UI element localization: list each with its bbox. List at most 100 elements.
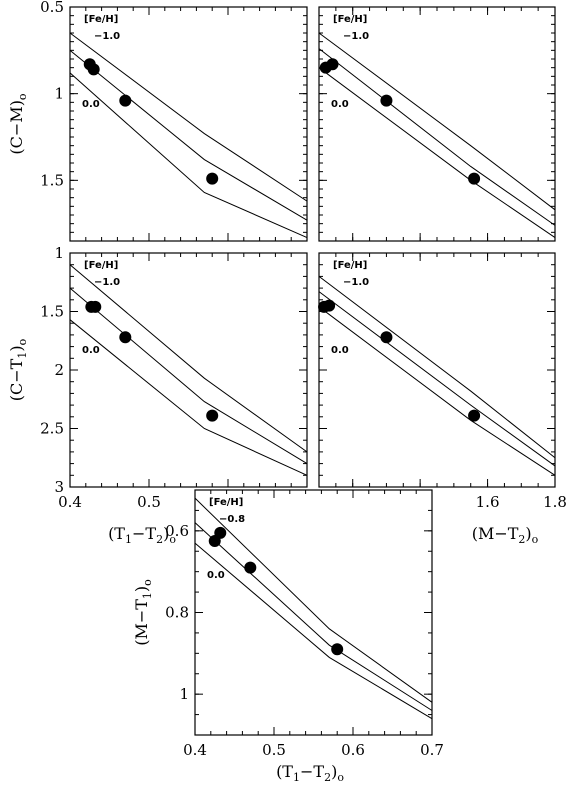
data-point bbox=[119, 94, 132, 107]
data-point bbox=[331, 643, 344, 656]
isochrone-label: −1.0 bbox=[343, 31, 369, 42]
isochrone-line bbox=[69, 264, 308, 453]
isochrone-line bbox=[194, 522, 433, 711]
y-axis-label-tail: ) bbox=[132, 586, 151, 592]
y-axis-label: (M−T1)o bbox=[132, 579, 154, 646]
y-axis-label-tail: ) bbox=[7, 345, 26, 351]
x-axis-label-mid: −T bbox=[132, 524, 156, 543]
data-point bbox=[119, 331, 132, 344]
x-axis-label-sub: 1 bbox=[293, 771, 300, 784]
y-tick-label: 1 bbox=[54, 85, 64, 103]
x-tick-label: 0.5 bbox=[262, 741, 286, 759]
x-axis-label-sub: 2 bbox=[156, 533, 163, 546]
panel-frame bbox=[69, 252, 308, 488]
panel-middle-right: 1.6 1.8 [Fe/H] −1.0 0.0 (M−T2)o bbox=[318, 252, 567, 546]
x-axis-label-sub: o bbox=[532, 533, 539, 546]
feh-header-label: [Fe/H] bbox=[333, 14, 367, 25]
x-axis-label-sub: 1 bbox=[125, 533, 132, 546]
data-point bbox=[468, 409, 481, 422]
isochrone-line bbox=[69, 72, 308, 238]
isochrone-line bbox=[69, 287, 308, 465]
isochrone-label: −1.0 bbox=[343, 277, 369, 288]
x-tick-label: 0.6 bbox=[341, 741, 365, 759]
y-tick-label: 2.5 bbox=[40, 420, 64, 438]
isochrone-label: 0.0 bbox=[82, 99, 100, 110]
y-axis-label-sub: 1 bbox=[141, 592, 154, 599]
y-tick-label: 0.5 bbox=[40, 0, 64, 16]
isochrone-line bbox=[69, 49, 308, 221]
feh-header-label: [Fe/H] bbox=[209, 497, 243, 508]
isochrone-label: 0.0 bbox=[82, 345, 100, 356]
isochrone-label: −1.0 bbox=[94, 277, 120, 288]
isochrone-label: −1.0 bbox=[94, 31, 120, 42]
y-tick-label: 1.5 bbox=[40, 171, 64, 189]
isochrone-line bbox=[69, 32, 308, 202]
feh-header-label: [Fe/H] bbox=[84, 260, 118, 271]
x-tick-label: 1.8 bbox=[543, 493, 567, 511]
data-point bbox=[244, 561, 257, 574]
isochrone-line bbox=[194, 497, 433, 703]
y-axis-label: (C−T1)o bbox=[7, 338, 29, 401]
y-tick-label: 1 bbox=[54, 244, 64, 262]
isochrone-line bbox=[194, 542, 433, 720]
x-axis-label-sub: o bbox=[337, 771, 344, 784]
x-axis-label-sub: 2 bbox=[518, 533, 525, 546]
panel-bottom: 0.60.810.4 0.5 0.6 0.7[Fe/H]−0.80.0(M−T1)o(… bbox=[132, 489, 444, 784]
isochrone-line bbox=[318, 67, 556, 238]
isochrone-line bbox=[69, 319, 308, 476]
x-tick-label: 0.4 bbox=[58, 493, 82, 511]
data-point bbox=[206, 409, 219, 422]
x-axis-label-mid: −T bbox=[300, 762, 324, 781]
y-tick-label: 2 bbox=[54, 361, 64, 379]
y-axis-label-main: (C−T bbox=[7, 358, 26, 401]
data-point bbox=[468, 172, 481, 185]
isochrone-line bbox=[318, 306, 556, 476]
isochrone-line bbox=[318, 276, 556, 459]
isochrone-line bbox=[318, 32, 556, 211]
x-axis-label-main: (M−T bbox=[472, 524, 519, 543]
x-axis-label-sub: o bbox=[169, 533, 176, 546]
y-axis-label-sub: 1 bbox=[16, 352, 29, 359]
x-axis-label-tail: ) bbox=[331, 762, 337, 781]
y-axis-label: (C−M)o bbox=[7, 93, 29, 155]
x-axis-label-tail: ) bbox=[525, 524, 531, 543]
isochrone-label: −0.8 bbox=[219, 514, 245, 525]
data-point bbox=[380, 331, 393, 344]
data-point bbox=[87, 63, 100, 76]
panel-top-right: [Fe/H] −1.0 0.0 bbox=[318, 6, 556, 242]
x-axis-label-main: (T bbox=[108, 524, 125, 543]
x-tick-label: 0.5 bbox=[137, 493, 161, 511]
x-axis-label-sub: 2 bbox=[324, 771, 331, 784]
feh-header-label: [Fe/H] bbox=[84, 14, 118, 25]
panel-top-left: 0.5 1 1.5 [Fe/H] −1.0 0.0 (C−M)o bbox=[7, 0, 308, 242]
x-tick-label: 0.7 bbox=[420, 741, 444, 759]
x-axis-label: (T1−T2)o bbox=[276, 762, 344, 784]
isochrone-label: 0.0 bbox=[331, 99, 349, 110]
isochrone-line bbox=[318, 291, 556, 467]
isochrone-label: 0.0 bbox=[331, 345, 349, 356]
y-axis-label-main: (C−M) bbox=[7, 100, 26, 155]
y-tick-label: 1.5 bbox=[40, 303, 64, 321]
isochrone-line bbox=[318, 48, 556, 226]
y-axis-label-main: (M−T bbox=[132, 599, 151, 646]
x-axis-label-tail: ) bbox=[163, 524, 169, 543]
data-point bbox=[326, 58, 339, 71]
x-axis-label: (M−T2)o bbox=[472, 524, 539, 546]
y-tick-label: 0.6 bbox=[165, 522, 189, 540]
x-tick-label: 1.6 bbox=[476, 493, 500, 511]
panel-middle-left: 11.522.530.4 0.5[Fe/H]−1.00.0(C−T1)o(T1−T… bbox=[7, 244, 308, 546]
y-axis-label-sub: o bbox=[141, 579, 154, 586]
panel-frame bbox=[318, 6, 556, 242]
y-axis-label-sub: o bbox=[16, 93, 29, 100]
data-point bbox=[380, 94, 393, 107]
y-axis-label-sub: o bbox=[16, 338, 29, 345]
x-tick-label: 0.4 bbox=[183, 741, 207, 759]
feh-header-label: [Fe/H] bbox=[333, 260, 367, 271]
data-point bbox=[214, 526, 227, 539]
y-tick-label: 0.8 bbox=[165, 604, 189, 622]
x-axis-label-main: (T bbox=[276, 762, 293, 781]
y-tick-label: 1 bbox=[179, 685, 189, 703]
isochrone-label: 0.0 bbox=[207, 570, 225, 581]
x-axis-label: (T1−T2)o bbox=[108, 524, 176, 546]
y-tick-label: 3 bbox=[54, 478, 64, 496]
